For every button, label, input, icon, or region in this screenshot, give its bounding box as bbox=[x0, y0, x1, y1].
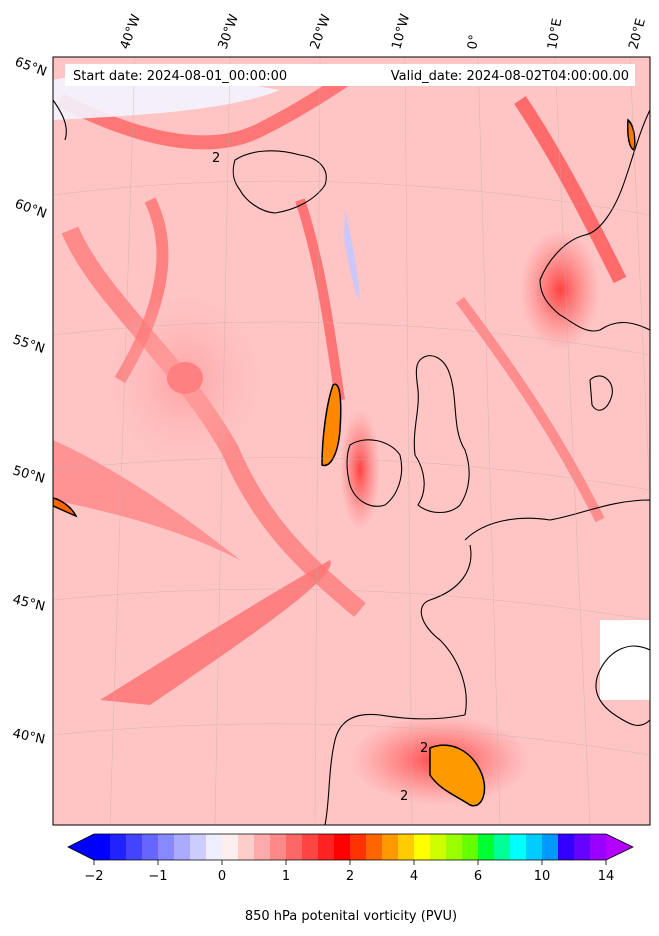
coastlines bbox=[53, 99, 650, 825]
coast-iceland bbox=[232, 150, 327, 214]
colorbar-cell bbox=[94, 834, 111, 860]
colorbar-tick-label: 2 bbox=[346, 869, 354, 884]
pv-band-central bbox=[295, 198, 345, 401]
colorbar-label: 850 hPa potenital vorticity (PVU) bbox=[245, 909, 457, 924]
colorbar-tick-label: 1 bbox=[282, 869, 290, 884]
lat-label-60n: 60°N bbox=[13, 197, 49, 222]
lon-label-20w: 20°W bbox=[308, 12, 334, 51]
lon-label-10w: 10°W bbox=[389, 12, 413, 51]
latitude-labels: 65°N 60°N 55°N 50°N 45°N 40°N bbox=[11, 55, 49, 748]
pv-band-east bbox=[455, 297, 605, 523]
colorbar-outline bbox=[67, 833, 634, 861]
colorbar-cell bbox=[574, 834, 591, 860]
colorbar-cell bbox=[190, 834, 207, 860]
contour-label-3: 2 bbox=[400, 789, 408, 804]
colorbar-cell bbox=[222, 834, 239, 860]
pv-low-core bbox=[167, 362, 203, 394]
pv-max-iberia bbox=[429, 744, 486, 807]
lat-label-65n: 65°N bbox=[13, 55, 49, 80]
lon-label-20e: 20°E bbox=[626, 17, 649, 51]
colorbar-cell bbox=[478, 834, 495, 860]
colorbar-cell bbox=[158, 834, 175, 860]
colorbar-cell bbox=[542, 834, 559, 860]
lat-label-55n: 55°N bbox=[11, 333, 47, 357]
colorbar-tick-label: 0 bbox=[218, 869, 226, 884]
pv-low-patch-greenland bbox=[53, 74, 280, 120]
map-frame bbox=[52, 56, 651, 826]
colorbar-tick-label: 10 bbox=[534, 869, 551, 884]
coast-greenland bbox=[53, 99, 67, 141]
lon-label-0: 0° bbox=[465, 34, 482, 51]
contour-label-2: 2 bbox=[420, 741, 428, 756]
colorbar-cell bbox=[590, 834, 607, 860]
colorbar-cells bbox=[94, 834, 607, 860]
pv-negative-streak bbox=[344, 210, 360, 300]
lat-label-40n: 40°N bbox=[11, 726, 46, 747]
pv-band-norway bbox=[514, 96, 627, 284]
start-date-text: Start date: 2024-08-01_00:00:00 bbox=[73, 69, 287, 84]
lat-label-50n: 50°N bbox=[11, 463, 47, 486]
colorbar-cell bbox=[510, 834, 527, 860]
colorbar-cell bbox=[446, 834, 463, 860]
coast-ireland bbox=[346, 439, 403, 507]
colorbar-cell bbox=[254, 834, 271, 860]
colorbar-cell bbox=[238, 834, 255, 860]
colorbar-cell bbox=[350, 834, 367, 860]
contour-label-1: 2 bbox=[212, 151, 220, 166]
colorbar-cell bbox=[398, 834, 415, 860]
colorbar-ticks: −2 −1 0 1 2 4 6 10 14 bbox=[84, 860, 614, 884]
colorbar-tick-label: −2 bbox=[84, 869, 103, 884]
colorbar: −2 −1 0 1 2 4 6 10 14 850 hPa potenital vorticit… bbox=[67, 833, 634, 924]
colorbar-cell bbox=[302, 834, 319, 860]
colorbar-cell bbox=[206, 834, 223, 860]
colorbar-cell bbox=[174, 834, 191, 860]
colorbar-cell bbox=[462, 834, 479, 860]
pv-white-patch-alps bbox=[600, 620, 650, 700]
colorbar-cell bbox=[366, 834, 383, 860]
colorbar-cell bbox=[414, 834, 431, 860]
colorbar-under-arrow bbox=[68, 834, 94, 860]
lon-label-10e: 10°E bbox=[545, 17, 565, 50]
colorbar-cell bbox=[494, 834, 511, 860]
coast-europe bbox=[464, 499, 650, 726]
colorbar-cell bbox=[142, 834, 159, 860]
pv-blob-norway bbox=[520, 230, 600, 350]
pv-blob-ireland bbox=[340, 410, 380, 530]
colorbar-cell bbox=[286, 834, 303, 860]
colorbar-tick-label: 6 bbox=[474, 869, 482, 884]
lat-label-45n: 45°N bbox=[11, 592, 46, 614]
longitude-labels: 40°W 30°W 20°W 10°W 0° 10°E 20°E bbox=[118, 12, 649, 51]
header-box bbox=[65, 64, 635, 86]
pv-band-north bbox=[56, 64, 364, 150]
colorbar-cell bbox=[558, 834, 575, 860]
pv-max-atlantic bbox=[321, 383, 342, 467]
colorbar-cell bbox=[318, 834, 335, 860]
lon-label-30w: 30°W bbox=[216, 12, 242, 51]
colorbar-cell bbox=[334, 834, 351, 860]
valid-date-text: Valid_date: 2024-08-02T04:00:00.00 bbox=[391, 69, 629, 84]
coast-france bbox=[420, 544, 472, 716]
colorbar-cell bbox=[126, 834, 143, 860]
colorbar-cell bbox=[526, 834, 543, 860]
colorbar-cell bbox=[270, 834, 287, 860]
colorbar-tick-label: 4 bbox=[410, 869, 418, 884]
pv-band-southwest bbox=[100, 560, 331, 705]
colorbar-tick-label: 14 bbox=[598, 869, 615, 884]
coast-britain bbox=[413, 355, 470, 514]
colorbar-cell bbox=[382, 834, 399, 860]
colorbar-tick-label: −1 bbox=[148, 869, 167, 884]
pv-max-west-edge bbox=[53, 497, 78, 518]
coast-iberia bbox=[324, 713, 466, 825]
colorbar-cell bbox=[430, 834, 447, 860]
map-panel: 2 2 2 Start date: 2024-08-01_00:00:00 Va… bbox=[53, 57, 650, 825]
lon-label-40w: 40°W bbox=[118, 12, 144, 51]
pv-band-west bbox=[53, 440, 240, 560]
graticule bbox=[53, 57, 650, 825]
colorbar-over-arrow bbox=[606, 834, 633, 860]
coast-denmark bbox=[589, 375, 613, 411]
colorbar-cell bbox=[110, 834, 127, 860]
